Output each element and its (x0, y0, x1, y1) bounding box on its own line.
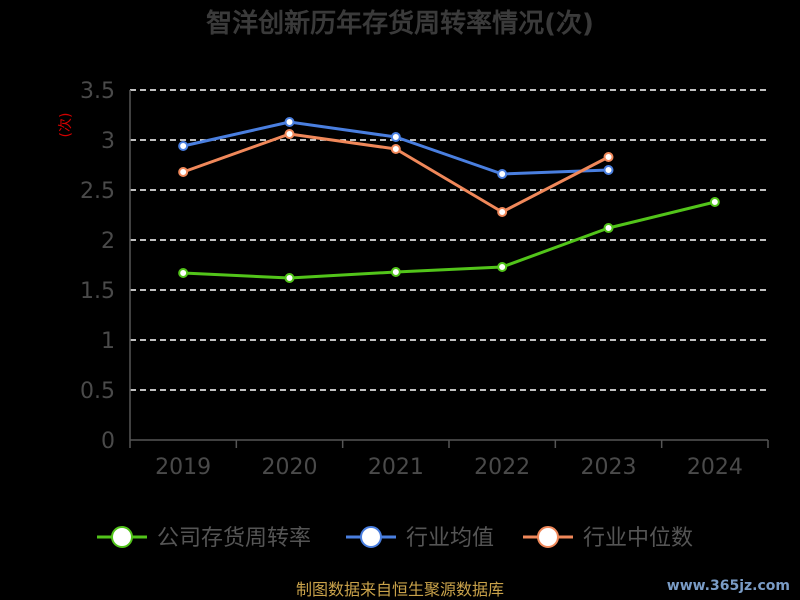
legend-label-2: 行业均值 (406, 526, 494, 551)
legend-item-1[interactable]: 公司存货周转率 (97, 526, 311, 551)
data-source-note: 制图数据来自恒生聚源数据库 (296, 580, 504, 599)
chart-title: 智洋创新历年存货周转率情况(次) (206, 8, 594, 39)
legend-item-3[interactable]: 行业中位数 (523, 526, 693, 551)
x-tick-label-2023: 2023 (581, 455, 637, 480)
axis-layer: 0 0.5 1 1.5 2 2.5 3 3.5 2019 2020 2021 2022 2023 2024 (80, 79, 769, 480)
legend-marker-1 (111, 526, 133, 548)
grid-layer (130, 89, 768, 391)
y-tick-label-1.5: 1.5 (80, 279, 115, 304)
series-2-point-2019 (178, 141, 189, 151)
legend-label-3: 行业中位数 (583, 526, 693, 551)
y-tick-label-1: 1 (101, 329, 115, 354)
series-3-point-2019 (178, 167, 189, 177)
series-2-point-2022 (497, 169, 508, 179)
series-2-point-2021 (390, 132, 401, 142)
y-tick-label-3: 3 (101, 129, 115, 154)
series-3-point-2020 (284, 129, 295, 139)
y-axis-label: (次) (58, 113, 74, 138)
x-tick-label-2022: 2022 (474, 455, 530, 480)
y-tick-label-2: 2 (101, 229, 115, 254)
series-3-point-2023 (603, 152, 614, 162)
y-tick-label-0: 0 (101, 429, 115, 454)
legend-label-1: 公司存货周转率 (157, 526, 311, 551)
series-1-point-2024 (709, 197, 720, 207)
series-3-point-2022 (497, 207, 508, 217)
series-1-point-2022 (497, 262, 508, 272)
legend-item-2[interactable]: 行业均值 (346, 526, 494, 551)
series-1 (178, 197, 720, 283)
series-3-point-2021 (390, 144, 401, 154)
legend-marker-2 (360, 526, 382, 548)
series-2-point-2020 (284, 117, 295, 127)
y-tick-label-2.5: 2.5 (80, 179, 115, 204)
legend-marker-3 (537, 526, 559, 548)
series-1-point-2021 (390, 267, 401, 277)
x-tick-label-2019: 2019 (155, 455, 211, 480)
watermark: www.365jz.com (667, 578, 790, 594)
x-tick-label-2024: 2024 (687, 455, 743, 480)
y-tick-label-0.5: 0.5 (80, 379, 115, 404)
series-2 (178, 117, 614, 179)
series-1-point-2023 (603, 223, 614, 233)
series-1-point-2019 (178, 268, 189, 278)
x-tick-label-2021: 2021 (368, 455, 424, 480)
series-1-line (183, 200, 716, 280)
series-2-point-2023 (603, 165, 614, 175)
series-1-point-2020 (284, 273, 295, 283)
y-tick-label-3.5: 3.5 (80, 79, 115, 104)
x-tick-label-2020: 2020 (262, 455, 318, 480)
legend[interactable]: 公司存货周转率 行业均值 行业中位数 (97, 526, 693, 551)
series-3 (178, 129, 614, 217)
series-layer (178, 117, 720, 283)
